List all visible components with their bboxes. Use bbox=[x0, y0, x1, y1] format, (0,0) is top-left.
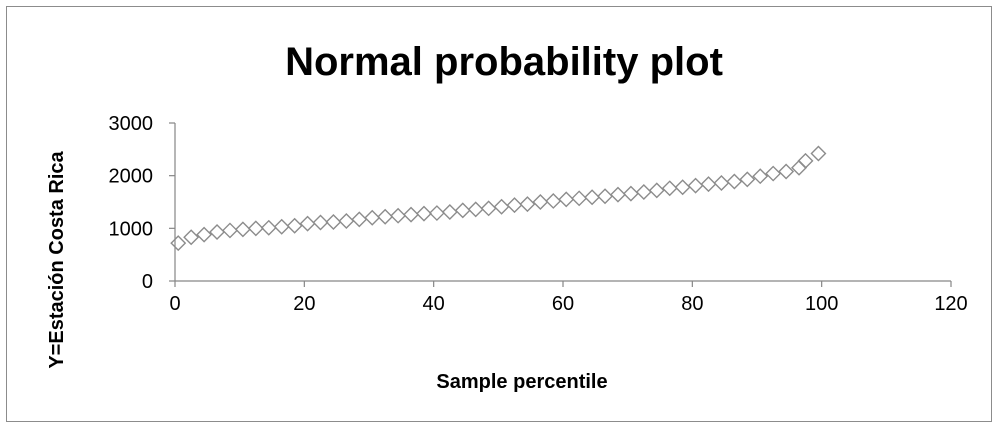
data-point bbox=[196, 226, 213, 243]
data-point bbox=[351, 211, 368, 228]
data-point bbox=[221, 222, 238, 239]
data-point bbox=[377, 208, 394, 225]
data-point bbox=[325, 214, 342, 231]
y-tick-label: 1000 bbox=[109, 218, 154, 240]
data-point bbox=[791, 159, 808, 176]
data-point bbox=[364, 209, 381, 226]
data-point bbox=[532, 194, 549, 210]
data-point bbox=[797, 152, 814, 169]
data-point bbox=[480, 200, 497, 217]
data-point bbox=[622, 185, 639, 202]
data-point bbox=[584, 189, 601, 206]
data-point bbox=[428, 205, 445, 222]
x-tick-label: 0 bbox=[169, 293, 180, 315]
data-point bbox=[390, 207, 407, 224]
data-point bbox=[234, 221, 251, 238]
data-point bbox=[273, 218, 290, 235]
data-point bbox=[765, 165, 782, 182]
data-point bbox=[506, 197, 523, 214]
data-point bbox=[519, 196, 536, 213]
data-point bbox=[713, 175, 730, 192]
data-point bbox=[778, 163, 795, 180]
data-point bbox=[403, 206, 420, 223]
y-axis-title: Y=Estación Costa Rica bbox=[46, 150, 68, 368]
axes bbox=[169, 122, 952, 287]
data-point bbox=[467, 201, 484, 218]
data-point bbox=[597, 188, 614, 205]
data-point bbox=[545, 192, 562, 209]
data-point bbox=[441, 204, 458, 220]
tick-labels: 0 20 40 60 80 100 120 0 1000 2000 3000 bbox=[109, 113, 968, 315]
y-tick-label: 2000 bbox=[109, 166, 154, 188]
data-point bbox=[260, 219, 277, 236]
data-point bbox=[810, 145, 827, 162]
data-point bbox=[454, 202, 471, 219]
data-point bbox=[312, 214, 329, 231]
data-point bbox=[635, 184, 652, 200]
x-tick-label: 20 bbox=[293, 293, 315, 315]
data-point bbox=[700, 176, 717, 193]
data-point bbox=[648, 182, 665, 199]
data-point bbox=[661, 180, 678, 197]
data-point bbox=[338, 212, 355, 229]
x-tick-label: 80 bbox=[681, 293, 703, 315]
data-point bbox=[286, 217, 303, 234]
data-point bbox=[726, 173, 743, 190]
data-point bbox=[209, 224, 226, 241]
x-tick-label: 120 bbox=[934, 293, 967, 315]
data-point bbox=[493, 198, 510, 215]
data-point bbox=[415, 205, 432, 222]
y-tick-label: 3000 bbox=[109, 113, 154, 135]
chart-canvas: Normal probability plot Sample percentil… bbox=[46, 40, 968, 393]
x-axis-title: Sample percentile bbox=[436, 371, 607, 393]
chart-title: Normal probability plot bbox=[285, 40, 723, 84]
data-point bbox=[558, 191, 575, 208]
chart-frame: Normal probability plot Sample percentil… bbox=[6, 6, 992, 422]
x-tick-label: 40 bbox=[423, 293, 445, 315]
data-point bbox=[609, 186, 626, 203]
data-point bbox=[739, 171, 756, 188]
data-point bbox=[299, 215, 316, 232]
data-point bbox=[183, 229, 200, 246]
data-point bbox=[674, 179, 691, 196]
y-tick-label: 0 bbox=[142, 271, 153, 293]
data-point bbox=[687, 177, 704, 194]
data-point bbox=[752, 168, 769, 185]
data-series bbox=[170, 145, 827, 252]
x-tick-label: 100 bbox=[805, 293, 838, 315]
data-point bbox=[247, 220, 264, 237]
data-point bbox=[170, 235, 187, 252]
data-point bbox=[571, 190, 588, 207]
x-tick-label: 60 bbox=[552, 293, 574, 315]
